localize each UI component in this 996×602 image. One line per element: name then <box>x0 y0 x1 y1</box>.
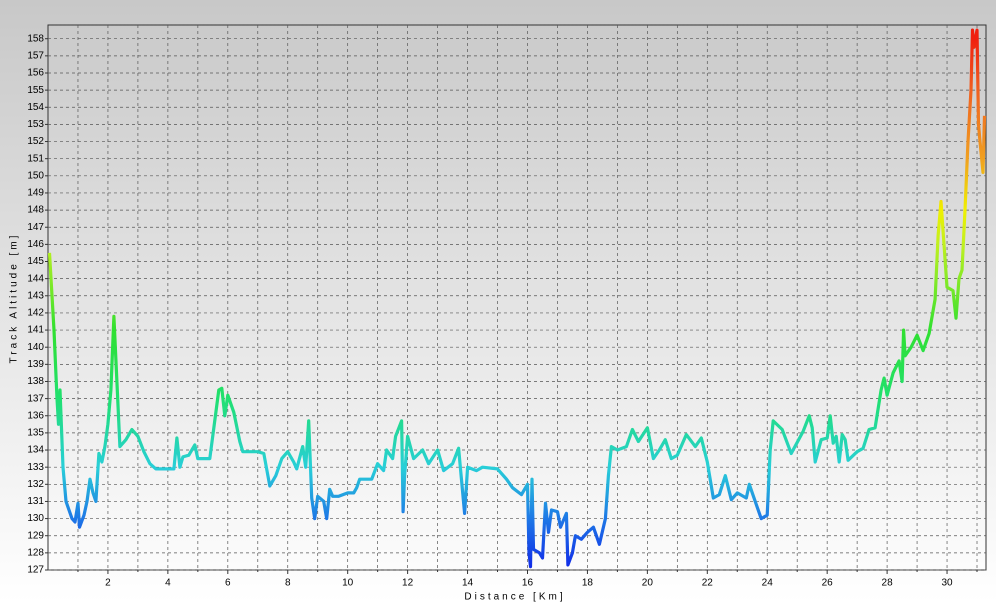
x-tick-label: 26 <box>822 578 834 589</box>
y-tick-label: 150 <box>27 170 44 181</box>
x-tick-label: 6 <box>225 578 231 589</box>
y-tick-label: 142 <box>27 308 44 319</box>
y-tick-label: 153 <box>27 119 44 130</box>
y-tick-label: 158 <box>27 33 44 44</box>
y-tick-label: 139 <box>27 359 44 370</box>
y-axis-label: Track Altitude [m] <box>9 233 20 364</box>
y-tick-label: 148 <box>27 205 44 216</box>
x-tick-label: 30 <box>941 578 953 589</box>
y-tick-label: 156 <box>27 68 44 79</box>
y-tick-label: 136 <box>27 410 44 421</box>
x-tick-label: 28 <box>882 578 894 589</box>
y-tick-label: 128 <box>27 548 44 559</box>
y-tick-label: 127 <box>27 565 44 576</box>
y-tick-label: 147 <box>27 222 44 233</box>
x-tick-label: 18 <box>582 578 594 589</box>
y-tick-label: 132 <box>27 479 44 490</box>
y-tick-label: 129 <box>27 530 44 541</box>
x-tick-label: 22 <box>702 578 714 589</box>
y-tick-label: 134 <box>27 445 44 456</box>
y-tick-label: 138 <box>27 376 44 387</box>
x-tick-label: 10 <box>342 578 354 589</box>
y-tick-label: 152 <box>27 136 44 147</box>
x-tick-label: 16 <box>522 578 534 589</box>
x-tick-label: 14 <box>462 578 474 589</box>
y-tick-label: 151 <box>27 153 44 164</box>
x-tick-label: 12 <box>402 578 414 589</box>
y-tick-label: 145 <box>27 256 44 267</box>
y-tick-label: 141 <box>27 325 44 336</box>
x-tick-label: 8 <box>285 578 291 589</box>
x-tick-label: 24 <box>762 578 774 589</box>
y-tick-label: 137 <box>27 393 44 404</box>
y-tick-label: 133 <box>27 462 44 473</box>
x-tick-label: 2 <box>105 578 111 589</box>
y-tick-label: 155 <box>27 85 44 96</box>
x-axis-label: Distance [Km] <box>464 592 565 602</box>
y-tick-label: 144 <box>27 273 44 284</box>
y-tick-label: 135 <box>27 428 44 439</box>
y-tick-label: 146 <box>27 239 44 250</box>
y-tick-label: 143 <box>27 290 44 301</box>
altitude-line <box>47 28 987 569</box>
x-tick-label: 4 <box>165 578 171 589</box>
y-tick-label: 131 <box>27 496 44 507</box>
y-tick-label: 154 <box>27 102 44 113</box>
y-tick-label: 149 <box>27 188 44 199</box>
y-tick-label: 130 <box>27 513 44 524</box>
y-tick-label: 157 <box>27 50 44 61</box>
y-tick-label: 140 <box>27 342 44 353</box>
x-tick-label: 20 <box>642 578 654 589</box>
